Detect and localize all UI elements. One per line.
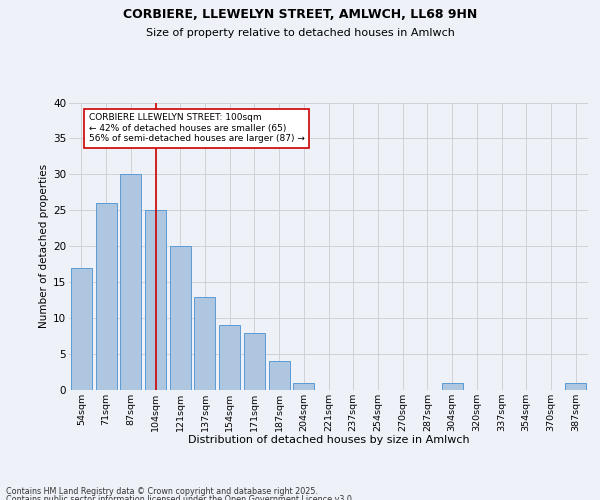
Y-axis label: Number of detached properties: Number of detached properties — [39, 164, 49, 328]
Bar — [269, 361, 290, 390]
Bar — [244, 332, 265, 390]
Bar — [170, 246, 191, 390]
Bar — [120, 174, 141, 390]
Text: CORBIERE, LLEWELYN STREET, AMLWCH, LL68 9HN: CORBIERE, LLEWELYN STREET, AMLWCH, LL68 … — [123, 8, 477, 20]
Bar — [442, 383, 463, 390]
Bar — [293, 383, 314, 390]
Text: Contains public sector information licensed under the Open Government Licence v3: Contains public sector information licen… — [6, 495, 355, 500]
X-axis label: Distribution of detached houses by size in Amlwch: Distribution of detached houses by size … — [188, 436, 469, 446]
Text: CORBIERE LLEWELYN STREET: 100sqm
← 42% of detached houses are smaller (65)
56% o: CORBIERE LLEWELYN STREET: 100sqm ← 42% o… — [89, 114, 305, 143]
Bar — [219, 326, 240, 390]
Text: Size of property relative to detached houses in Amlwch: Size of property relative to detached ho… — [146, 28, 454, 38]
Bar — [194, 296, 215, 390]
Bar — [95, 203, 116, 390]
Bar — [565, 383, 586, 390]
Bar — [71, 268, 92, 390]
Bar — [145, 210, 166, 390]
Text: Contains HM Land Registry data © Crown copyright and database right 2025.: Contains HM Land Registry data © Crown c… — [6, 488, 318, 496]
